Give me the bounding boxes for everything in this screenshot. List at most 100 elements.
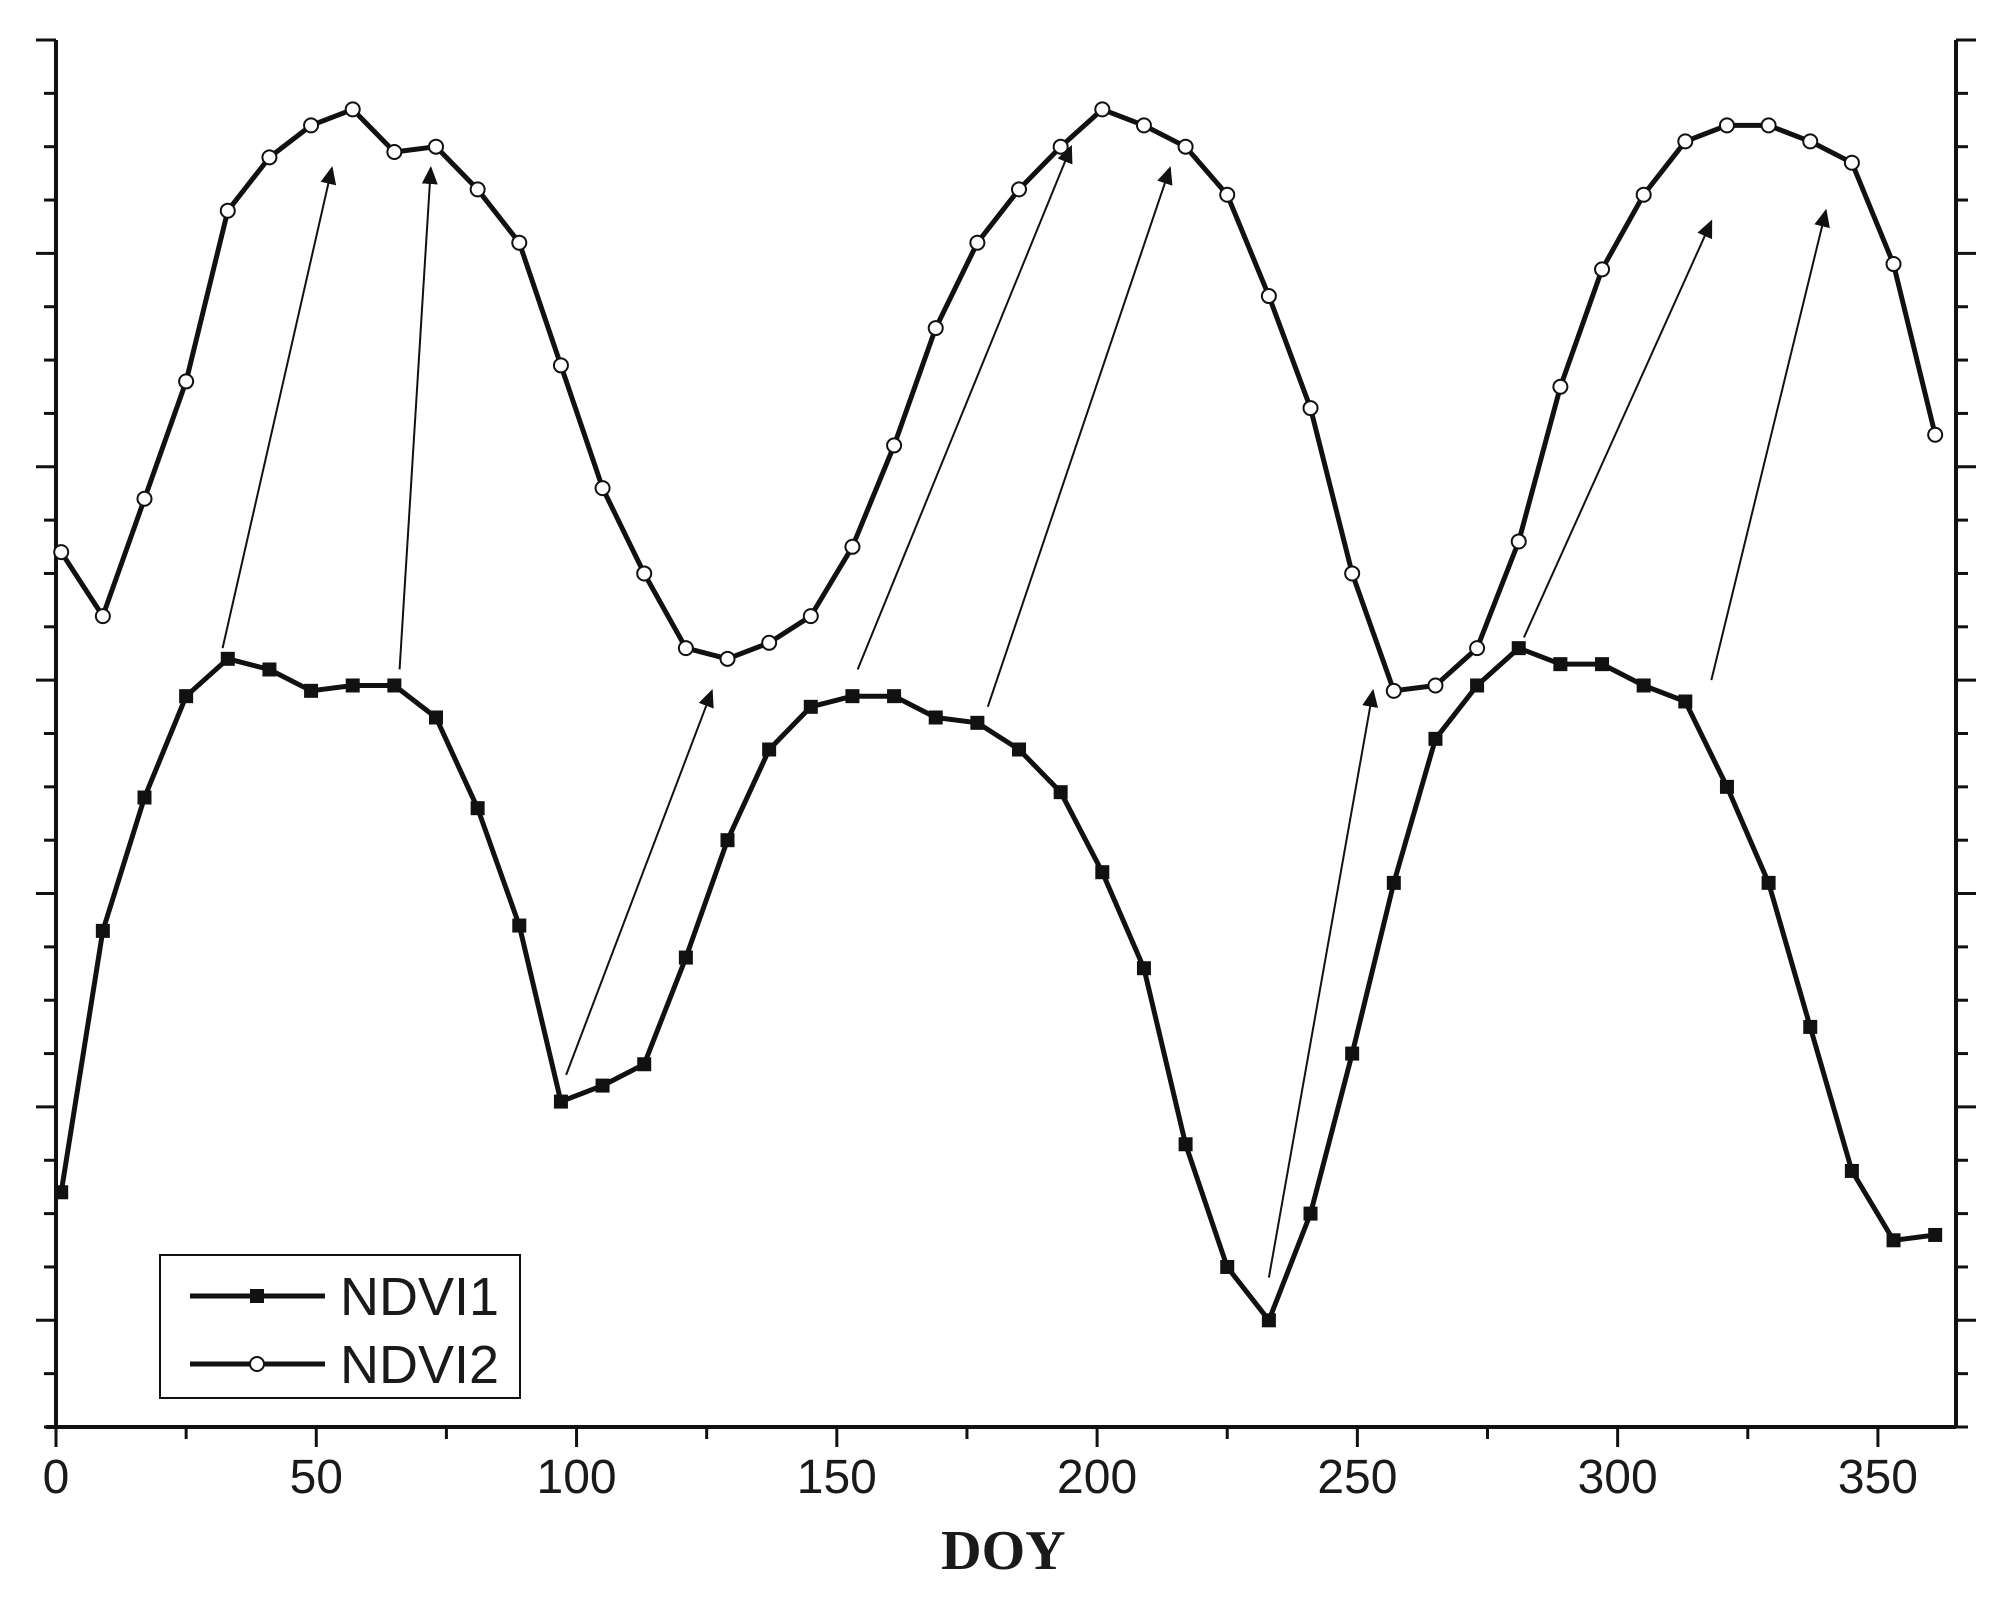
data-point-ndvi1	[1178, 1137, 1193, 1152]
data-point-ndvi2	[594, 480, 611, 497]
data-point-ndvi1	[470, 801, 485, 816]
data-point-ndvi2	[261, 149, 278, 166]
data-point-ndvi1	[1636, 678, 1651, 693]
data-point-ndvi2	[886, 437, 903, 454]
x-axis-title: DOY	[941, 1520, 1065, 1582]
data-point-ndvi2	[1219, 186, 1236, 203]
series-ndvi2	[53, 101, 1944, 699]
data-point-ndvi2	[1760, 117, 1777, 134]
data-point-ndvi2	[1427, 677, 1444, 694]
data-point-ndvi2	[469, 181, 486, 198]
x-tick-labels: 0 50 100 150 200 250 300 350	[43, 1451, 1918, 1504]
data-point-ndvi2	[1927, 426, 1944, 443]
data-point-ndvi1	[1803, 1019, 1818, 1034]
legend-marker-ndvi2	[249, 1356, 265, 1372]
legend: NDVI1 NDVI2	[159, 1254, 521, 1399]
series-line-ndvi1	[58, 645, 1936, 1323]
data-point-ndvi1	[1345, 1046, 1360, 1061]
data-point-ndvi2	[1469, 640, 1486, 657]
data-point-ndvi2	[1260, 288, 1277, 305]
data-point-ndvi1	[1595, 657, 1610, 672]
data-point-ndvi1	[137, 790, 152, 805]
x-tick-label: 50	[290, 1451, 343, 1504]
data-point-ndvi2	[1135, 117, 1152, 134]
data-point-ndvi1	[304, 683, 319, 698]
data-point-ndvi1	[1053, 785, 1068, 800]
data-point-ndvi1	[387, 678, 402, 693]
data-point-ndvi1	[179, 689, 194, 704]
data-point-ndvi1	[1095, 865, 1110, 880]
data-point-ndvi1	[970, 715, 985, 730]
annotation-arrow	[398, 166, 438, 670]
series-layer	[53, 101, 1944, 1328]
data-point-ndvi2	[1344, 565, 1361, 582]
data-point-ndvi1	[595, 1078, 610, 1093]
data-point-ndvi2	[719, 650, 736, 667]
data-point-ndvi2	[1302, 400, 1319, 417]
data-point-ndvi1	[1261, 1313, 1276, 1328]
series-line-ndvi2	[59, 106, 1938, 694]
legend-box	[159, 1254, 521, 1399]
data-point-ndvi1	[887, 689, 902, 704]
x-tick-label: 0	[43, 1451, 70, 1504]
data-point-ndvi2	[178, 373, 195, 390]
data-point-ndvi1	[1303, 1206, 1318, 1221]
data-point-ndvi2	[1011, 181, 1028, 198]
annotation-arrow	[986, 166, 1173, 708]
data-point-ndvi2	[761, 634, 778, 651]
data-point-ndvi2	[552, 357, 569, 374]
data-point-ndvi1	[1761, 875, 1776, 890]
data-point-ndvi2	[1177, 138, 1194, 155]
data-point-ndvi2	[1802, 133, 1819, 150]
data-point-ndvi1	[1428, 731, 1443, 746]
data-point-ndvi1	[1553, 657, 1568, 672]
annotation-arrow	[221, 166, 337, 649]
data-point-ndvi2	[53, 544, 70, 561]
data-point-ndvi2	[636, 565, 653, 582]
data-point-ndvi1	[678, 950, 693, 965]
data-point-ndvi1	[1886, 1233, 1901, 1248]
data-point-ndvi2	[1885, 256, 1902, 273]
annotation-arrow	[856, 144, 1073, 670]
data-point-ndvi2	[1718, 117, 1735, 134]
data-point-ndvi1	[637, 1057, 652, 1072]
data-point-ndvi2	[844, 538, 861, 555]
legend-label-ndvi1: NDVI1	[340, 1267, 499, 1327]
data-point-ndvi1	[429, 710, 443, 725]
data-point-ndvi2	[1635, 186, 1652, 203]
data-point-ndvi1	[512, 918, 527, 933]
series-ndvi1	[54, 641, 1943, 1328]
legend-label-ndvi2: NDVI2	[340, 1335, 499, 1395]
data-point-ndvi2	[1552, 378, 1569, 395]
data-point-ndvi2	[1677, 133, 1694, 150]
data-point-ndvi2	[1843, 154, 1860, 171]
data-point-ndvi1	[1012, 742, 1027, 757]
data-point-ndvi1	[1719, 779, 1734, 794]
annotation-arrows	[221, 144, 1830, 1278]
data-point-ndvi2	[1594, 261, 1611, 278]
data-point-ndvi1	[762, 742, 777, 757]
data-point-ndvi2	[428, 138, 444, 155]
data-point-ndvi1	[1386, 875, 1401, 890]
data-point-ndvi2	[927, 320, 944, 337]
x-tick-label: 150	[797, 1451, 877, 1504]
data-point-ndvi1	[1470, 678, 1485, 693]
data-point-ndvi1	[1220, 1259, 1235, 1274]
data-point-ndvi2	[677, 640, 694, 657]
data-point-ndvi2	[344, 101, 361, 118]
data-point-ndvi2	[94, 608, 111, 625]
data-point-ndvi1	[54, 1185, 69, 1200]
data-point-ndvi2	[1510, 533, 1527, 550]
data-point-ndvi2	[219, 202, 236, 219]
data-point-ndvi2	[969, 234, 986, 251]
x-tick-label: 250	[1317, 1451, 1397, 1504]
data-point-ndvi2	[1052, 138, 1069, 155]
data-point-ndvi1	[803, 699, 818, 714]
data-point-ndvi1	[220, 651, 235, 666]
legend-marker-ndvi1	[250, 1289, 264, 1303]
x-tick-label: 200	[1057, 1451, 1137, 1504]
data-point-ndvi2	[511, 234, 528, 251]
data-point-ndvi2	[1094, 101, 1111, 118]
data-point-ndvi1	[345, 678, 360, 693]
x-tick-label: 300	[1578, 1451, 1658, 1504]
